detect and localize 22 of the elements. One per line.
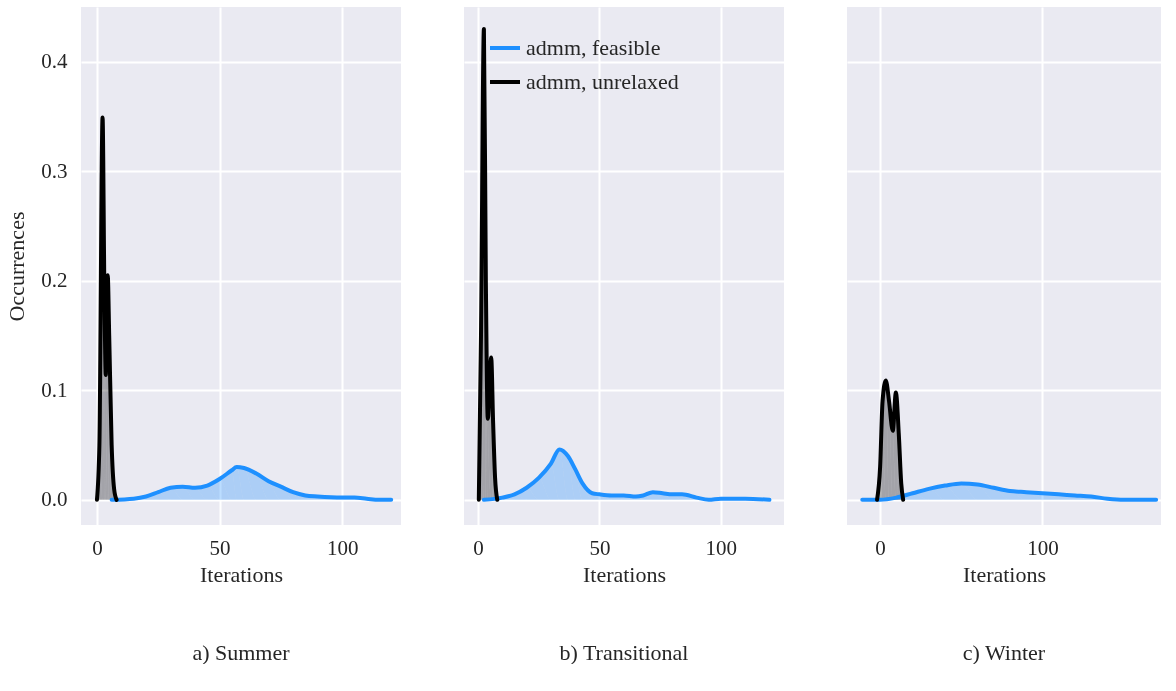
x-tick-label: 100 [1027, 535, 1059, 560]
x-axis-title: Iterations [582, 561, 667, 587]
text: a) Summer [192, 640, 291, 665]
y-tick-label: 0.4 [41, 49, 68, 74]
y-axis-title: Occurrences [4, 211, 30, 322]
x-tick-label: 50 [209, 535, 231, 560]
x-tick-label: 0 [473, 535, 484, 560]
legend-label: admm, unrelaxed [526, 69, 679, 94]
y-tick-label: 0.0 [41, 487, 68, 512]
legend-label: admm, feasible [526, 35, 661, 60]
x-axis-title: Iterations [962, 561, 1047, 587]
y-tick-label: 0.1 [41, 377, 68, 402]
x-tick-label: 50 [589, 535, 611, 560]
x-tick-label: 0 [875, 535, 886, 560]
y-tick-label: 0.3 [41, 158, 68, 183]
y-tick-label: 0.2 [41, 268, 68, 293]
x-tick-label: 100 [326, 535, 359, 560]
x-axis-title: Iterations [199, 561, 284, 587]
text: c) Winter [962, 640, 1046, 665]
x-tick-label: 100 [705, 535, 738, 560]
text: b) Transitional [559, 640, 689, 665]
x-tick-label: 0 [92, 535, 103, 560]
